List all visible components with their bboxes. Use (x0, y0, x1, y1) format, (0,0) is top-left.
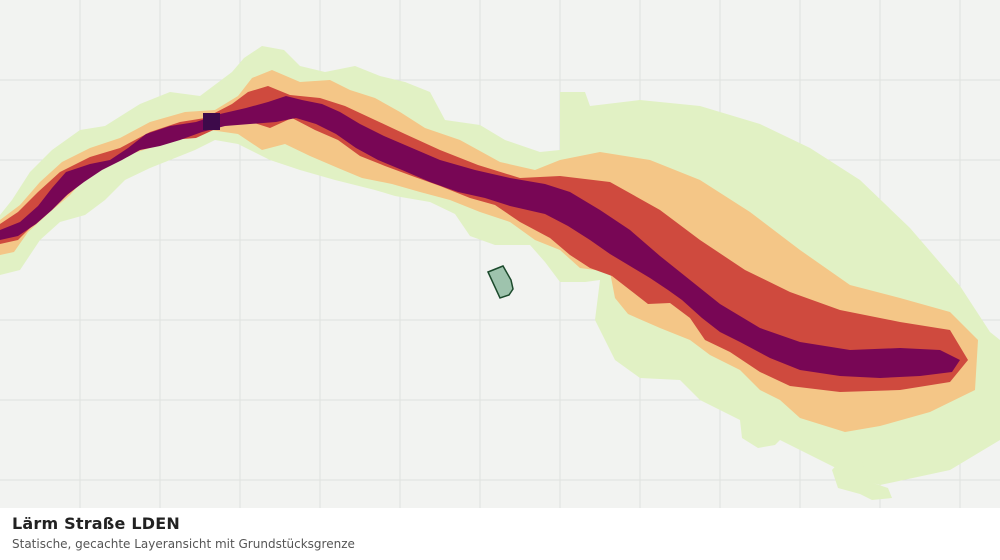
layer-title: Lärm Straße LDEN (12, 514, 180, 533)
map-view[interactable] (0, 0, 1000, 508)
map-canvas[interactable] (0, 0, 1000, 508)
noise-band-4 (0, 96, 960, 378)
noise-island (832, 455, 892, 500)
layer-subtitle: Statische, gecachte Layeransicht mit Gru… (12, 537, 355, 551)
noise-hotspot (203, 113, 220, 130)
parcel-boundary[interactable] (486, 265, 514, 299)
layer-info-bar: Lärm Straße LDEN Statische, gecachte Lay… (0, 508, 1000, 560)
noise-island (740, 410, 790, 448)
